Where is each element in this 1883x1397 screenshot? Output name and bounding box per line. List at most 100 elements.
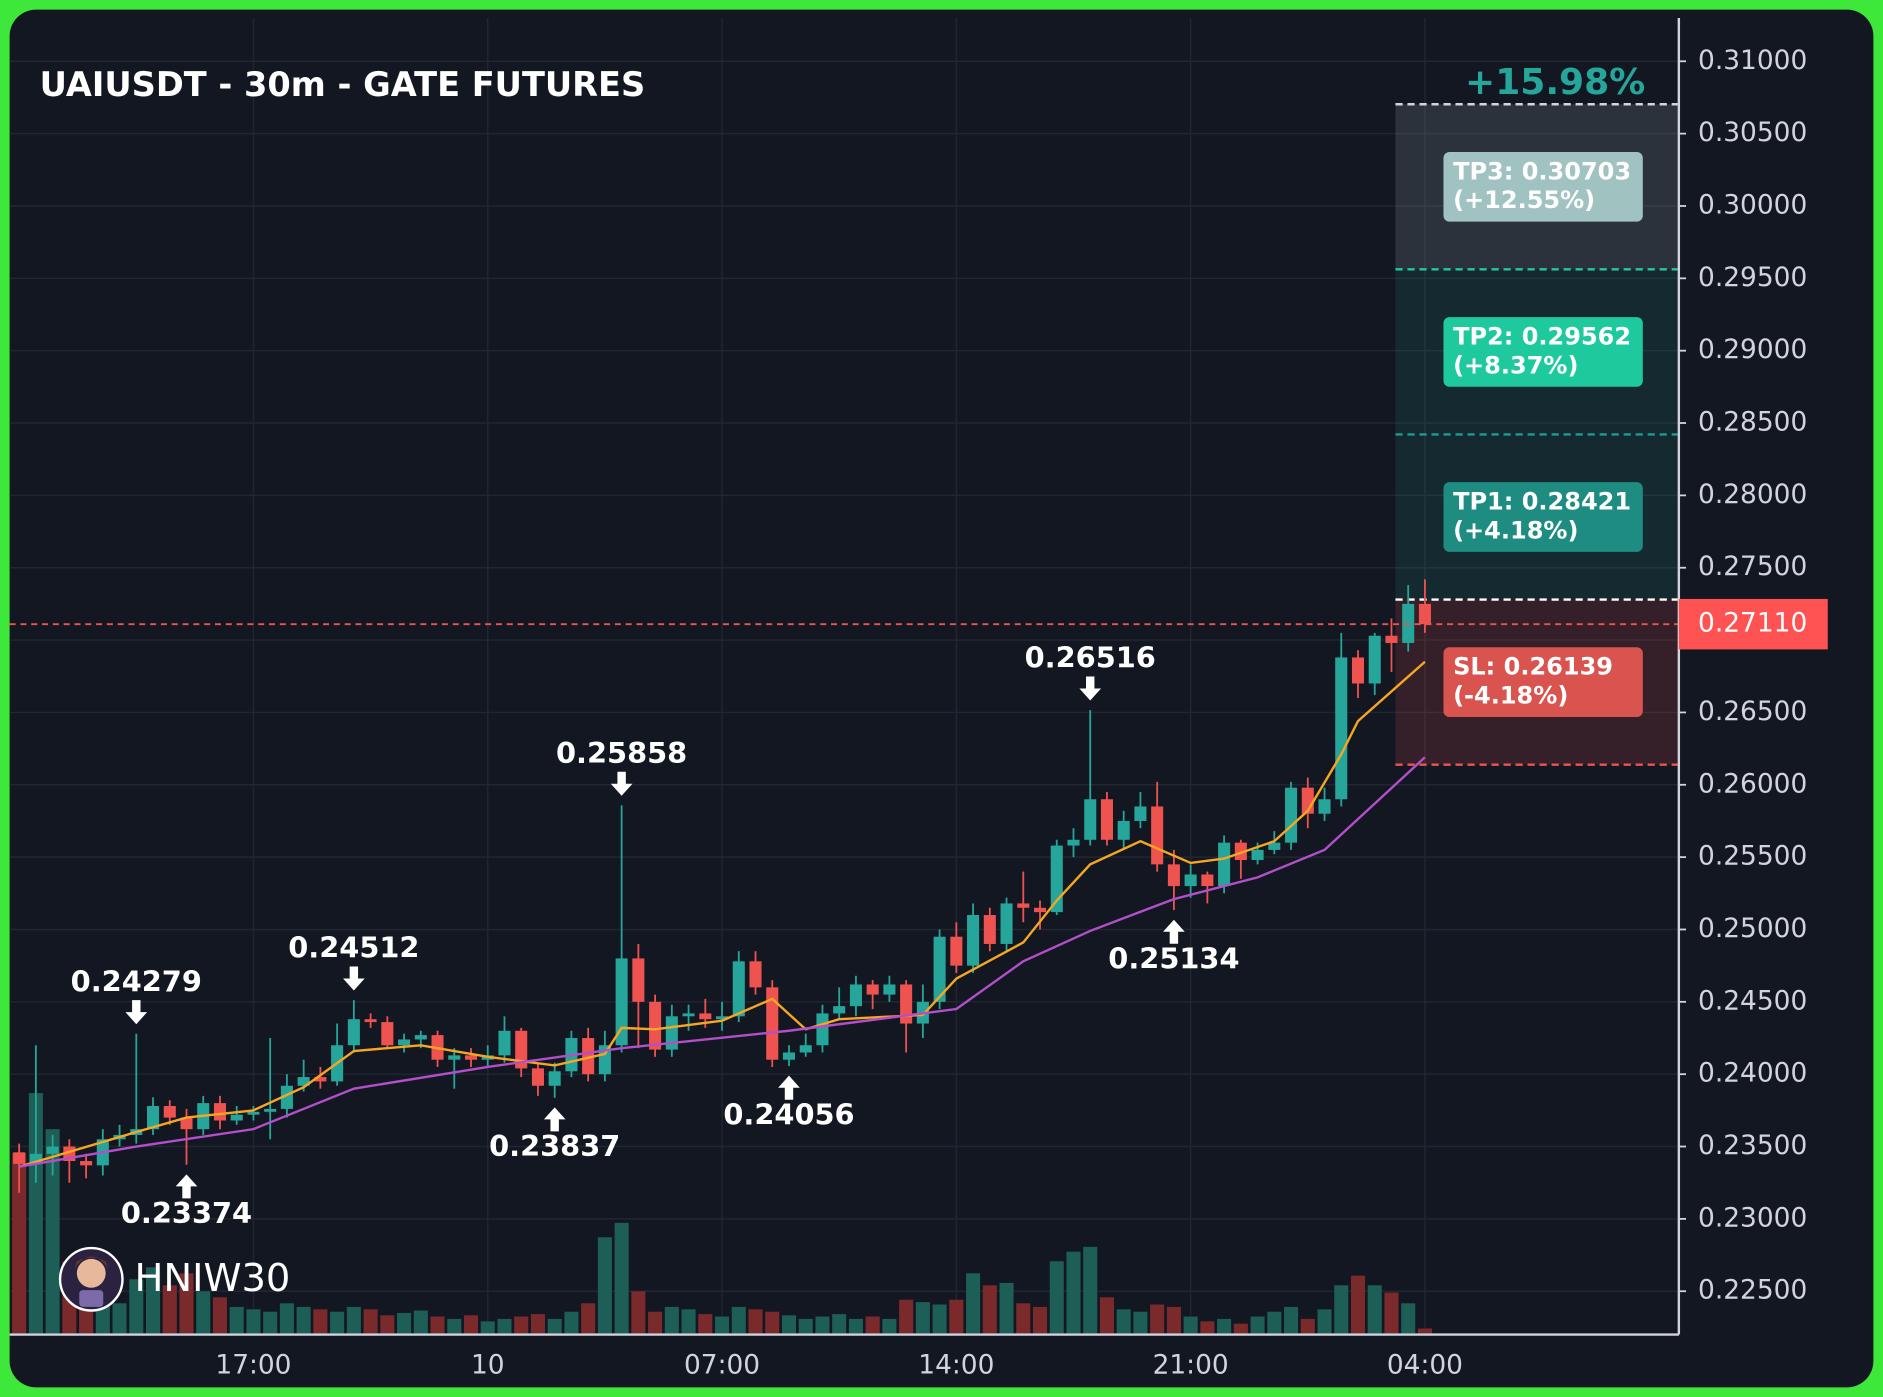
volume-bar <box>848 1318 863 1334</box>
volume-bar <box>112 1303 127 1334</box>
y-tick-label: 0.22500 <box>1698 1275 1807 1306</box>
candle-body <box>598 1045 611 1075</box>
volume-bar <box>865 1316 880 1334</box>
volume-bar <box>614 1222 629 1334</box>
volume-bar <box>1150 1304 1165 1334</box>
candle-body <box>213 1103 226 1121</box>
x-tick-label: 10 <box>471 1349 505 1380</box>
candle-body <box>1335 657 1348 800</box>
candle-body <box>1418 603 1431 625</box>
volume-bar <box>698 1314 713 1334</box>
volume-bar <box>363 1309 378 1334</box>
candle-body <box>1218 842 1231 887</box>
volume-bar <box>28 1093 43 1334</box>
candle-body <box>1084 799 1097 840</box>
volume-bar <box>146 1267 161 1334</box>
volume-bar <box>1317 1309 1332 1334</box>
candle-body <box>983 915 996 944</box>
candle-body <box>1201 874 1214 887</box>
annotation-label: 0.23837 <box>489 1129 620 1163</box>
candle-body <box>749 961 762 988</box>
candle-body <box>46 1146 59 1154</box>
candle-body <box>833 1006 846 1014</box>
candle-body <box>264 1108 277 1112</box>
x-tick-label: 17:00 <box>215 1349 291 1380</box>
volume-bar <box>966 1273 981 1334</box>
annotation-label: 0.24279 <box>71 964 202 998</box>
target-box <box>1443 482 1643 552</box>
volume-bar <box>263 1311 278 1334</box>
volume-bar <box>279 1303 294 1334</box>
y-tick-label: 0.28000 <box>1698 479 1807 510</box>
volume-bar <box>899 1299 914 1334</box>
candle-body <box>147 1106 160 1130</box>
candle-body <box>782 1052 796 1060</box>
volume-bar <box>999 1282 1014 1334</box>
candle-body <box>1000 903 1013 944</box>
candle-body <box>1017 903 1030 908</box>
y-tick-label: 0.26500 <box>1698 696 1807 727</box>
volume-bar <box>246 1309 261 1334</box>
candle-body <box>849 984 862 1007</box>
y-tick-label: 0.25000 <box>1698 913 1807 944</box>
volume-bar <box>1200 1321 1215 1334</box>
candle-body <box>816 1013 829 1046</box>
y-tick-label: 0.29500 <box>1698 262 1807 293</box>
annotation-label: 0.24056 <box>723 1098 854 1132</box>
target-box <box>1443 151 1643 222</box>
volume-bar <box>1049 1261 1064 1334</box>
volume-bar <box>781 1315 797 1334</box>
candle-body <box>1151 806 1164 865</box>
candle-body <box>967 915 980 966</box>
volume-bar <box>681 1309 696 1334</box>
volume-bar <box>982 1285 997 1334</box>
candle-body <box>398 1039 411 1046</box>
candle-body <box>716 1016 729 1020</box>
x-tick-label: 14:00 <box>918 1349 994 1380</box>
candle-body <box>230 1114 243 1121</box>
candle-body <box>649 1001 662 1050</box>
candle-body <box>80 1160 93 1166</box>
candle-body <box>632 958 645 1002</box>
target-label: SL: 0.26139 <box>1453 653 1613 681</box>
ma-line <box>18 756 1426 1168</box>
candle-body <box>29 1153 42 1164</box>
volume-bar <box>748 1309 763 1334</box>
candle-body <box>515 1030 528 1069</box>
volume-bar <box>648 1311 663 1334</box>
volume-bar <box>1083 1246 1098 1334</box>
x-tick-label: 21:00 <box>1153 1349 1229 1380</box>
volume-bar <box>380 1315 395 1334</box>
target-label: (+4.18%) <box>1453 516 1578 544</box>
volume-bar <box>1384 1292 1399 1334</box>
candle-body <box>180 1117 193 1130</box>
y-tick-label: 0.25500 <box>1698 841 1807 872</box>
candle-body <box>297 1077 310 1086</box>
volume-bar <box>45 1129 60 1334</box>
volume-bar <box>765 1311 780 1334</box>
volume-bar <box>832 1314 847 1334</box>
volume-bar <box>196 1291 211 1334</box>
y-tick-label: 0.30500 <box>1698 117 1807 148</box>
volume-bar <box>1417 1328 1432 1334</box>
chart-title: UAIUSDT - 30m - GATE FUTURES <box>40 65 646 104</box>
volume-bar <box>564 1311 579 1334</box>
volume-bar <box>397 1312 412 1334</box>
volume-bar <box>1250 1316 1265 1334</box>
volume-bar <box>12 1153 27 1334</box>
volume-bar <box>212 1297 228 1334</box>
y-tick-label: 0.26000 <box>1698 768 1807 799</box>
volume-bar <box>346 1306 361 1334</box>
x-tick-label: 07:00 <box>684 1349 760 1380</box>
annotation-label: 0.26516 <box>1025 641 1156 675</box>
annotation-label: 0.24512 <box>288 931 419 965</box>
candle-body <box>1268 842 1281 850</box>
volume-bar <box>313 1309 328 1334</box>
candle-body <box>1050 845 1063 913</box>
annotation-arrow <box>1163 919 1185 944</box>
last-price-label: 0.27110 <box>1698 608 1807 639</box>
candle-body <box>665 1016 678 1050</box>
y-tick-label: 0.30000 <box>1698 189 1807 220</box>
target-label: (-4.18%) <box>1453 682 1568 710</box>
x-tick-label: 04:00 <box>1387 1349 1463 1380</box>
